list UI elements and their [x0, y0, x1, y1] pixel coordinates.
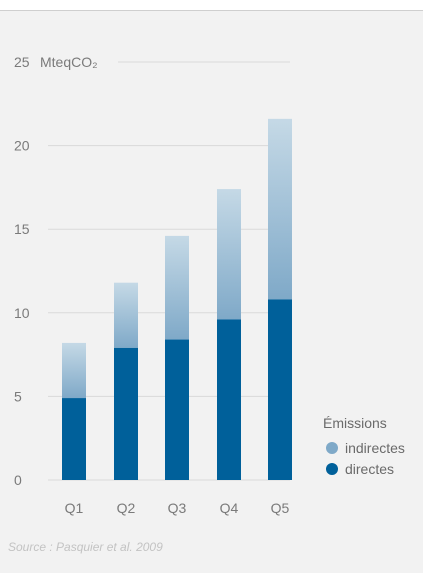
bar-directes-q4 [217, 319, 241, 480]
y-tick-label: 25 [14, 54, 30, 70]
legend-label-indirectes: indirectes [345, 440, 405, 456]
y-tick-label: 5 [14, 388, 22, 404]
bar-directes-q1 [62, 398, 86, 480]
x-category-label: Q1 [65, 500, 84, 516]
legend-title: Émissions [323, 415, 387, 431]
x-category-label: Q3 [168, 500, 187, 516]
bar-indirectes-q2 [114, 282, 138, 348]
bar-indirectes-q3 [165, 235, 189, 340]
legend-marker-indirectes [326, 442, 338, 454]
bar-indirectes-q1 [62, 342, 86, 399]
bar-directes-q2 [114, 347, 138, 480]
x-category-label: Q2 [117, 500, 136, 516]
legend-label-directes: directes [345, 461, 394, 477]
x-category-labels: Q1 Q2 Q3 Q4 Q5 [65, 500, 290, 516]
bar-indirectes-q5 [268, 118, 292, 300]
legend: Émissions indirectes directes [323, 415, 405, 477]
x-category-label: Q4 [220, 500, 239, 516]
bars [62, 118, 292, 480]
source-note: Source : Pasquier et al. 2009 [8, 540, 163, 554]
x-category-label: Q5 [271, 500, 290, 516]
y-tick-label: 10 [14, 305, 30, 321]
legend-marker-directes [326, 463, 338, 475]
y-tick-label: 15 [14, 221, 30, 237]
bar-directes-q3 [165, 339, 189, 480]
top-bar [0, 0, 423, 11]
y-tick-labels: 0 5 10 15 20 25 MteqCO₂ [14, 54, 98, 488]
y-tick-label: 20 [14, 138, 30, 154]
y-tick-label: 0 [14, 472, 22, 488]
bar-indirectes-q4 [217, 189, 241, 320]
bar-directes-q5 [268, 299, 292, 480]
y-unit-label: MteqCO₂ [40, 54, 98, 70]
